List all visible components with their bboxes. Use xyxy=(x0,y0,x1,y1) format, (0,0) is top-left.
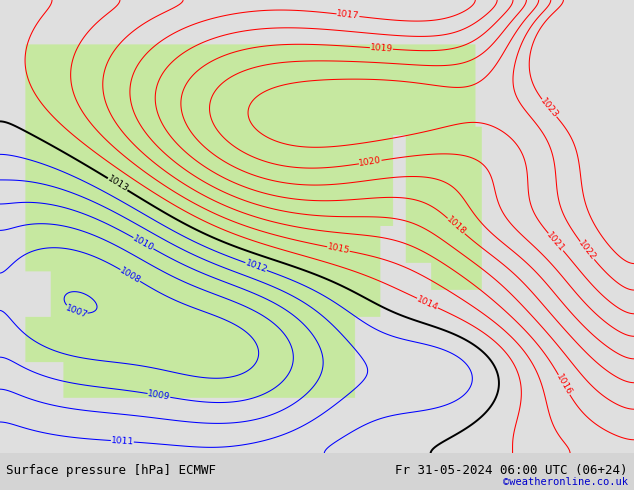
Text: 1008: 1008 xyxy=(118,266,143,285)
Text: 1012: 1012 xyxy=(244,258,268,275)
Text: Fr 31-05-2024 06:00 UTC (06+24): Fr 31-05-2024 06:00 UTC (06+24) xyxy=(395,464,628,477)
Text: 1023: 1023 xyxy=(538,97,560,120)
Text: 1016: 1016 xyxy=(555,373,574,397)
Text: Surface pressure [hPa] ECMWF: Surface pressure [hPa] ECMWF xyxy=(6,464,216,477)
Text: 1014: 1014 xyxy=(415,294,440,312)
Text: 1013: 1013 xyxy=(105,174,130,194)
Text: 1020: 1020 xyxy=(358,156,382,168)
Text: 1011: 1011 xyxy=(110,436,134,446)
Text: 1021: 1021 xyxy=(545,230,567,254)
Text: 1015: 1015 xyxy=(327,243,351,256)
Text: 1018: 1018 xyxy=(444,215,468,237)
Text: 1010: 1010 xyxy=(131,234,155,253)
Text: 1019: 1019 xyxy=(370,43,393,54)
Text: 1007: 1007 xyxy=(64,303,89,319)
Text: 1017: 1017 xyxy=(336,9,360,21)
Text: 1009: 1009 xyxy=(147,389,171,402)
Text: ©weatheronline.co.uk: ©weatheronline.co.uk xyxy=(503,477,628,487)
Text: 1022: 1022 xyxy=(576,239,598,262)
